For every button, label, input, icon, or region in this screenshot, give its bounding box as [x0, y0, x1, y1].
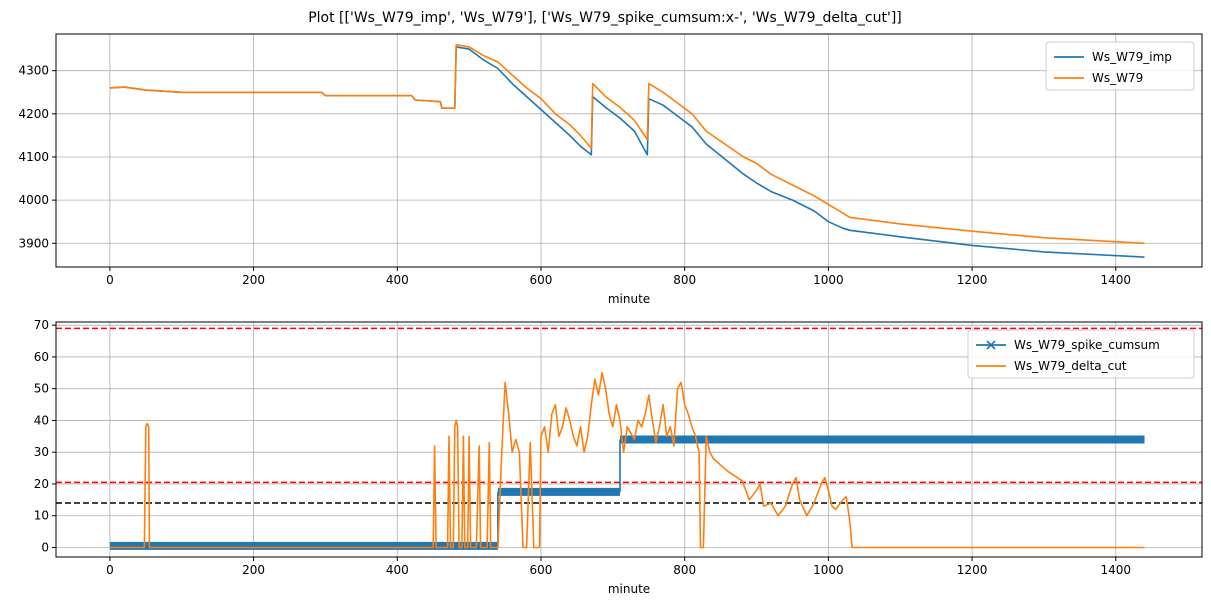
y-tick-label: 0 [41, 540, 49, 554]
y-tick-label: 4000 [18, 193, 49, 207]
y-tick-label: 60 [34, 350, 49, 364]
y-tick-label: 4200 [18, 107, 49, 121]
x-tick-label: 1000 [813, 563, 844, 577]
x-axis-label: minute [608, 582, 650, 596]
series-ws-w79-imp [109, 46, 1145, 258]
axes-frame [55, 33, 1203, 268]
y-tick-label: 4300 [18, 64, 49, 78]
x-tick-label: 200 [242, 273, 265, 287]
x-tick-label: 1400 [1101, 273, 1132, 287]
x-tick-label: 1200 [957, 563, 988, 577]
y-tick-label: 4100 [18, 150, 49, 164]
x-axis-label: minute [608, 292, 650, 306]
x-tick-label: 400 [386, 563, 409, 577]
legend-label-ws-w79: Ws_W79 [1092, 71, 1143, 85]
x-tick-label: 0 [106, 273, 114, 287]
x-tick-label: 400 [386, 273, 409, 287]
legend-label-ws-w79-spike-cumsum: Ws_W79_spike_cumsum [1014, 338, 1160, 352]
series-ws-w79 [109, 44, 1145, 245]
legend-box [967, 329, 1195, 379]
axes-frame [55, 321, 1203, 558]
y-tick-label: 40 [34, 413, 49, 427]
x-tick-label: 600 [530, 273, 553, 287]
series-ws-w79-delta-cut [109, 372, 1145, 549]
y-tick-label: 70 [34, 318, 49, 332]
series-ws-w79-spike-cumsum-band [620, 435, 1145, 444]
figure-title: Plot [['Ws_W79_imp', 'Ws_W79'], ['Ws_W79… [308, 10, 902, 26]
legend-label-ws-w79-delta-cut: Ws_W79_delta_cut [1014, 359, 1127, 373]
x-tick-label: 200 [242, 563, 265, 577]
x-tick-label: 800 [673, 563, 696, 577]
series-ws-w79-spike-cumsum-band [497, 487, 621, 496]
x-tick-label: 1200 [957, 273, 988, 287]
x-tick-label: 0 [106, 563, 114, 577]
x-tick-label: 1400 [1101, 563, 1132, 577]
x-tick-label: 1000 [813, 273, 844, 287]
x-tick-label: 800 [673, 273, 696, 287]
upper-plot: 0 200 400 600 800 1000 1200 1400 3900 4000 4100 420… [18, 33, 1203, 306]
legend-label-ws-w79-imp: Ws_W79_imp [1092, 50, 1172, 64]
y-tick-label: 3900 [18, 236, 49, 250]
series-ws-w79-spike-cumsum-band [109, 541, 498, 550]
y-tick-label: 20 [34, 477, 49, 491]
lower-plot: 0 200 400 600 800 1000 1200 1400 0 10 20 30 40 50 60 70… [34, 318, 1203, 596]
y-tick-label: 30 [34, 445, 49, 459]
y-tick-label: 10 [34, 509, 49, 523]
y-tick-label: 50 [34, 382, 49, 396]
x-tick-label: 600 [530, 563, 553, 577]
plot-area [56, 327, 1202, 550]
legend-marker-x [986, 340, 996, 350]
plot-area [109, 44, 1145, 258]
